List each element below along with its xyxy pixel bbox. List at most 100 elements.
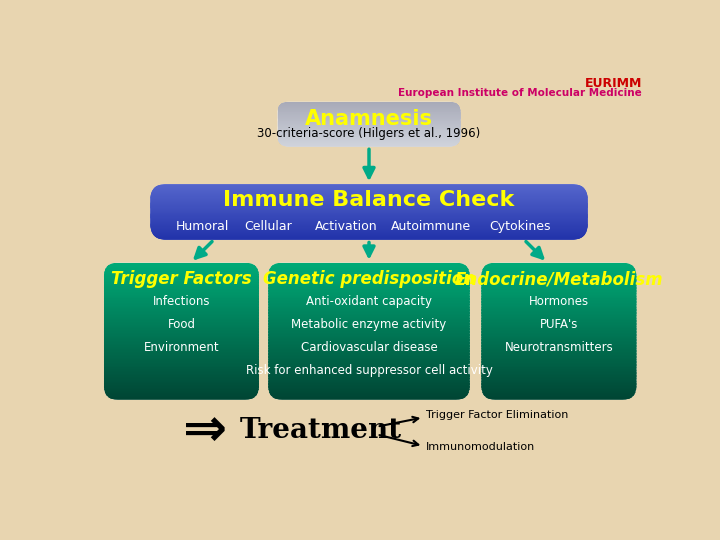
Bar — [269, 315, 469, 318]
Bar — [104, 342, 259, 346]
Bar — [104, 364, 259, 368]
Bar — [277, 115, 461, 117]
Bar — [269, 309, 469, 313]
Bar — [482, 367, 636, 370]
Text: European Institute of Molecular Medicine: European Institute of Molecular Medicine — [398, 88, 642, 98]
Bar — [277, 116, 461, 118]
Bar — [277, 110, 461, 111]
Bar — [482, 337, 636, 340]
Bar — [482, 323, 636, 326]
Bar — [269, 359, 469, 362]
Bar — [277, 120, 461, 122]
Bar — [482, 309, 636, 313]
Bar — [104, 285, 259, 288]
Text: ⇒: ⇒ — [183, 404, 227, 456]
Bar — [277, 123, 461, 125]
Bar — [150, 198, 588, 199]
Bar — [277, 129, 461, 130]
FancyBboxPatch shape — [277, 102, 461, 146]
Bar — [150, 202, 588, 204]
Bar — [482, 345, 636, 348]
Bar — [269, 290, 469, 293]
Bar — [104, 397, 259, 400]
Bar — [482, 276, 636, 280]
FancyBboxPatch shape — [269, 262, 469, 400]
Bar — [482, 364, 636, 368]
Bar — [269, 285, 469, 288]
Bar — [150, 215, 588, 217]
Bar — [269, 262, 469, 266]
Bar — [269, 394, 469, 397]
Bar — [104, 334, 259, 338]
Bar — [482, 312, 636, 315]
Bar — [150, 207, 588, 209]
Bar — [150, 211, 588, 212]
Bar — [104, 392, 259, 395]
Bar — [482, 369, 636, 373]
Bar — [277, 144, 461, 145]
Bar — [150, 191, 588, 193]
Bar — [482, 356, 636, 359]
Bar — [269, 326, 469, 329]
Bar — [277, 108, 461, 110]
Bar — [482, 378, 636, 381]
Bar — [150, 232, 588, 234]
Bar — [277, 106, 461, 108]
Bar — [277, 130, 461, 132]
Text: Anti-oxidant capacity: Anti-oxidant capacity — [306, 295, 432, 308]
Bar — [269, 389, 469, 392]
Bar — [482, 262, 636, 266]
Bar — [104, 301, 259, 305]
Text: Immunomodulation: Immunomodulation — [426, 442, 536, 453]
Bar — [277, 122, 461, 124]
Bar — [104, 337, 259, 340]
Bar — [482, 268, 636, 272]
Bar — [277, 134, 461, 136]
Bar — [104, 271, 259, 274]
Bar — [150, 227, 588, 229]
Bar — [150, 221, 588, 222]
Bar — [150, 184, 588, 186]
Bar — [269, 266, 469, 269]
Bar — [104, 262, 259, 266]
Bar — [104, 323, 259, 326]
Bar — [482, 331, 636, 335]
Bar — [269, 312, 469, 315]
Bar — [277, 127, 461, 129]
Text: Anamnesis: Anamnesis — [305, 110, 433, 130]
Bar — [150, 217, 588, 218]
Bar — [277, 136, 461, 137]
Bar — [277, 132, 461, 133]
Bar — [482, 315, 636, 318]
Bar — [277, 112, 461, 113]
Bar — [482, 392, 636, 395]
Bar — [482, 383, 636, 387]
Bar — [104, 375, 259, 379]
Bar — [269, 361, 469, 365]
Bar — [277, 131, 461, 133]
Bar — [104, 345, 259, 348]
Bar — [277, 104, 461, 106]
Bar — [277, 143, 461, 144]
Bar — [150, 228, 588, 230]
Bar — [104, 282, 259, 285]
Bar — [150, 234, 588, 236]
Bar — [482, 320, 636, 323]
Bar — [269, 337, 469, 340]
Bar — [482, 266, 636, 269]
Bar — [269, 331, 469, 335]
Bar — [104, 279, 259, 282]
Bar — [269, 301, 469, 305]
Bar — [277, 105, 461, 107]
Bar — [277, 117, 461, 118]
Bar — [269, 298, 469, 302]
Bar — [104, 340, 259, 343]
Bar — [150, 223, 588, 225]
Text: Humoral: Humoral — [176, 220, 229, 233]
Bar — [150, 206, 588, 208]
Bar — [269, 392, 469, 395]
Bar — [269, 353, 469, 356]
Bar — [482, 271, 636, 274]
Bar — [104, 373, 259, 376]
Text: EURIMM: EURIMM — [585, 77, 642, 90]
